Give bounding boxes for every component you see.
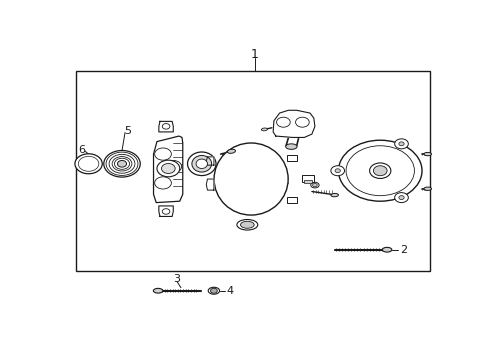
Ellipse shape: [153, 288, 163, 293]
Text: 3: 3: [173, 274, 181, 284]
Polygon shape: [273, 110, 315, 138]
Circle shape: [211, 288, 218, 293]
Circle shape: [373, 166, 387, 176]
Ellipse shape: [227, 149, 236, 153]
Circle shape: [331, 166, 344, 176]
Ellipse shape: [382, 247, 392, 252]
Bar: [302, 175, 314, 182]
Circle shape: [399, 142, 404, 146]
Bar: [287, 156, 297, 161]
Polygon shape: [159, 121, 173, 132]
Polygon shape: [206, 179, 214, 190]
Ellipse shape: [313, 184, 317, 187]
Ellipse shape: [188, 152, 216, 176]
Circle shape: [335, 169, 341, 173]
Circle shape: [399, 195, 404, 199]
Bar: [287, 197, 297, 203]
Polygon shape: [206, 157, 214, 165]
Ellipse shape: [237, 220, 258, 230]
Circle shape: [155, 177, 172, 189]
Text: 2: 2: [400, 245, 407, 255]
Ellipse shape: [192, 156, 212, 172]
Ellipse shape: [331, 193, 339, 197]
Ellipse shape: [241, 221, 254, 228]
Circle shape: [295, 117, 309, 127]
Polygon shape: [153, 136, 183, 203]
Circle shape: [155, 148, 172, 160]
Ellipse shape: [261, 128, 268, 131]
Circle shape: [394, 193, 408, 203]
Circle shape: [75, 154, 102, 174]
Bar: [304, 180, 312, 183]
Ellipse shape: [286, 144, 297, 149]
Circle shape: [157, 160, 180, 177]
Text: 4: 4: [226, 286, 234, 296]
Ellipse shape: [424, 152, 432, 156]
Circle shape: [165, 161, 182, 173]
Ellipse shape: [311, 183, 319, 188]
Circle shape: [162, 209, 170, 214]
Polygon shape: [159, 206, 173, 216]
Circle shape: [104, 150, 140, 177]
Ellipse shape: [196, 159, 207, 168]
Circle shape: [162, 163, 175, 174]
Ellipse shape: [214, 143, 288, 215]
Bar: [76, 71, 430, 270]
Circle shape: [118, 161, 126, 167]
Circle shape: [276, 117, 290, 127]
Circle shape: [162, 123, 170, 129]
Circle shape: [369, 163, 391, 179]
Text: 1: 1: [251, 48, 259, 61]
Ellipse shape: [208, 287, 220, 294]
Circle shape: [339, 140, 422, 201]
Circle shape: [394, 139, 408, 149]
Ellipse shape: [424, 187, 432, 190]
Text: 6: 6: [78, 145, 86, 155]
Text: 5: 5: [124, 126, 131, 135]
